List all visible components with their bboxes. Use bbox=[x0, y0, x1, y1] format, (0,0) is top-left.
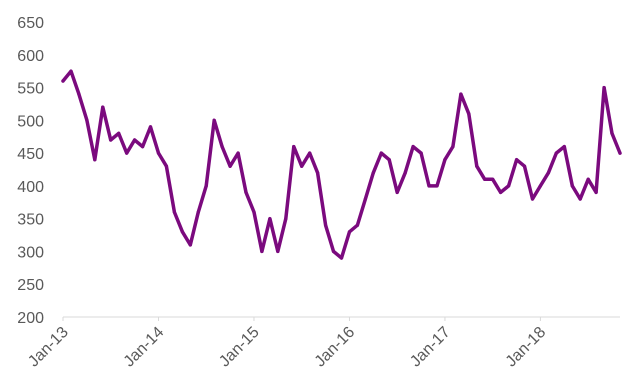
data-point bbox=[546, 171, 551, 175]
data-point bbox=[507, 184, 511, 188]
data-point bbox=[125, 151, 129, 155]
data-point bbox=[324, 223, 328, 227]
data-point bbox=[77, 92, 81, 96]
data-point bbox=[602, 86, 606, 90]
data-point bbox=[284, 217, 288, 221]
data-point bbox=[244, 190, 248, 194]
data-point bbox=[379, 151, 383, 155]
data-point bbox=[101, 105, 105, 109]
x-tick-label: Jan-15 bbox=[216, 324, 263, 371]
data-point bbox=[483, 177, 487, 181]
data-point bbox=[515, 158, 519, 162]
series-line bbox=[61, 69, 622, 260]
data-point bbox=[300, 164, 304, 168]
y-tick-label: 250 bbox=[17, 277, 44, 294]
data-point bbox=[308, 151, 312, 155]
data-point bbox=[403, 171, 407, 175]
data-point bbox=[133, 138, 137, 142]
data-point bbox=[451, 145, 455, 149]
data-point bbox=[459, 92, 463, 96]
data-point bbox=[109, 138, 113, 142]
data-point bbox=[491, 177, 495, 181]
y-tick-label: 200 bbox=[17, 310, 44, 327]
y-axis-ticks: 650 600 550 500 450 400 350 300 250 200 bbox=[17, 15, 44, 327]
y-tick-label: 650 bbox=[17, 15, 44, 32]
x-tick-label: Jan-17 bbox=[407, 324, 454, 371]
data-point bbox=[196, 210, 200, 214]
data-point bbox=[268, 217, 272, 221]
x-tick-label: Jan-14 bbox=[121, 324, 168, 371]
series-group bbox=[61, 69, 622, 260]
y-tick-label: 500 bbox=[17, 113, 44, 130]
data-point bbox=[411, 145, 415, 149]
data-point bbox=[554, 151, 558, 155]
data-point bbox=[331, 249, 336, 253]
y-tick-label: 450 bbox=[17, 146, 44, 163]
data-point bbox=[252, 210, 256, 214]
y-tick-label: 300 bbox=[17, 244, 44, 261]
data-point bbox=[188, 243, 192, 247]
data-point bbox=[117, 131, 121, 135]
data-point bbox=[180, 230, 184, 234]
data-point bbox=[355, 223, 359, 227]
data-point bbox=[594, 190, 598, 194]
data-point bbox=[363, 197, 367, 201]
data-point bbox=[538, 184, 543, 188]
data-point bbox=[395, 190, 399, 194]
data-point bbox=[371, 171, 375, 175]
data-point bbox=[148, 125, 153, 129]
data-point bbox=[427, 184, 431, 188]
data-point bbox=[61, 79, 65, 83]
data-point bbox=[141, 145, 145, 149]
data-point bbox=[347, 230, 352, 234]
data-point bbox=[443, 158, 447, 162]
data-point bbox=[435, 184, 439, 188]
data-point bbox=[292, 145, 296, 149]
data-point bbox=[339, 256, 344, 260]
data-point bbox=[475, 164, 479, 168]
y-tick-label: 600 bbox=[17, 48, 44, 65]
y-tick-label: 400 bbox=[17, 179, 44, 196]
data-point bbox=[156, 151, 161, 155]
data-point bbox=[93, 158, 97, 162]
data-point bbox=[204, 184, 208, 188]
data-point bbox=[522, 164, 527, 168]
data-point bbox=[530, 197, 535, 201]
data-point bbox=[586, 177, 590, 181]
data-point bbox=[85, 118, 89, 122]
data-point bbox=[316, 171, 320, 175]
data-point bbox=[276, 249, 280, 253]
data-point bbox=[562, 145, 566, 149]
data-point bbox=[467, 112, 471, 116]
x-axis-ticks: Jan-13 Jan-14 Jan-15 Jan-16 Jan-17 Jan-18 bbox=[25, 317, 549, 370]
data-point bbox=[164, 164, 168, 168]
data-point bbox=[570, 184, 574, 188]
data-point bbox=[578, 197, 582, 201]
data-point bbox=[228, 164, 232, 168]
data-point bbox=[387, 158, 391, 162]
data-point bbox=[499, 190, 503, 194]
data-point bbox=[220, 145, 224, 149]
data-point bbox=[212, 118, 216, 122]
x-tick-label: Jan-16 bbox=[312, 324, 359, 371]
data-point bbox=[419, 151, 423, 155]
y-tick-label: 350 bbox=[17, 212, 44, 229]
data-point bbox=[260, 249, 264, 253]
data-point bbox=[618, 151, 622, 155]
data-point bbox=[236, 151, 240, 155]
x-tick-label: Jan-13 bbox=[25, 324, 72, 371]
y-tick-label: 550 bbox=[17, 81, 44, 98]
data-point bbox=[172, 210, 176, 214]
data-point bbox=[610, 131, 614, 135]
data-point bbox=[69, 69, 73, 73]
x-tick-label: Jan-18 bbox=[503, 324, 550, 371]
